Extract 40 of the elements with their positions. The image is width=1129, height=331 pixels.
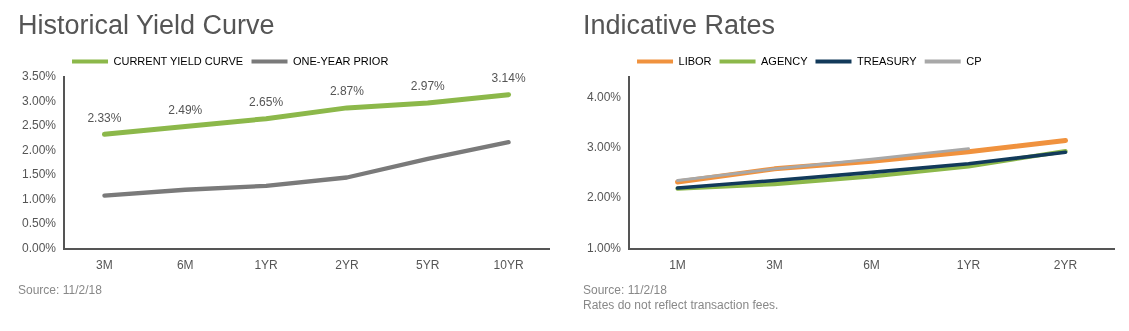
y-tick-label: 3.00%: [586, 139, 622, 154]
legend-label: LIBOR: [678, 54, 712, 67]
y-tick-label: 3.50%: [21, 69, 57, 84]
x-tick-label: 1YR: [254, 258, 279, 273]
chart-title: Indicative Rates: [583, 10, 777, 42]
y-tick-label: 0.00%: [21, 240, 57, 255]
y-tick-label: 1.00%: [21, 191, 57, 206]
legend-label: CURRENT YIELD CURVE: [113, 54, 244, 67]
y-tick-label: 2.50%: [21, 118, 57, 133]
x-tick-label: 2YR: [1053, 258, 1078, 273]
legend-label: AGENCY: [761, 54, 809, 67]
y-tick-label: 4.00%: [586, 89, 622, 104]
x-tick-label: 6M: [863, 258, 880, 273]
x-tick-label: 5YR: [416, 258, 440, 273]
x-tick-label: 6M: [176, 258, 194, 273]
y-tick-label: 3.00%: [21, 93, 57, 108]
y-tick-label: 2.00%: [586, 190, 622, 205]
x-tick-label: 1YR: [956, 258, 981, 273]
legend-label: CP: [966, 54, 982, 67]
data-label: 3.14%: [491, 70, 526, 85]
x-tick-label: 1M: [669, 258, 686, 273]
text: Rates do not reflect transaction fees.: [583, 298, 780, 313]
x-tick-label: 3M: [766, 258, 783, 273]
data-label: 2.49%: [168, 102, 203, 117]
x-tick-label: 10YR: [493, 258, 524, 273]
legend-label: ONE-YEAR PRIOR: [293, 54, 389, 67]
source-note: Source: 11/2/18: [583, 283, 668, 298]
data-label: 2.97%: [410, 79, 446, 94]
data-label: 2.87%: [329, 84, 365, 99]
chart-title: Historical Yield Curve: [18, 10, 276, 42]
x-tick-label: 2YR: [335, 258, 359, 273]
data-label: 2.33%: [87, 110, 122, 125]
x-tick-label: 3M: [96, 258, 113, 273]
legend-label: TREASURY: [856, 54, 918, 67]
y-tick-label: 2.00%: [21, 142, 57, 157]
y-tick-label: 1.50%: [21, 167, 57, 182]
y-tick-label: 1.00%: [586, 240, 622, 255]
data-label: 2.65%: [249, 94, 284, 109]
source-note: Source: 11/2/18: [18, 283, 103, 298]
y-tick-label: 0.50%: [21, 216, 57, 231]
